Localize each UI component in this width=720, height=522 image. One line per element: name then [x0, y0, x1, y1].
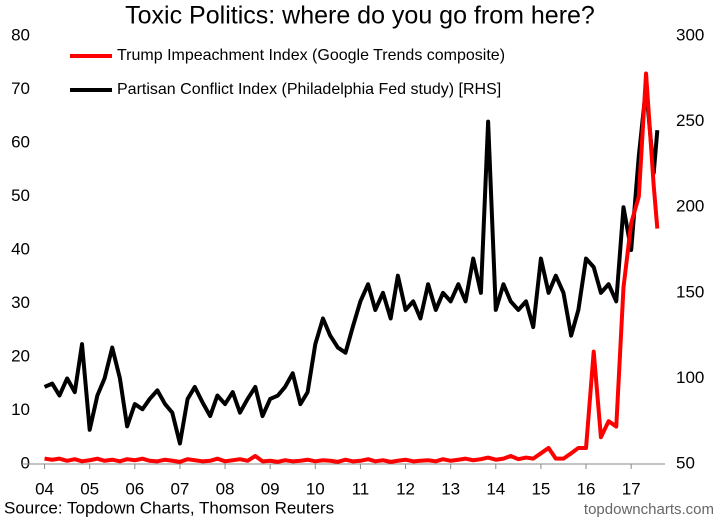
- y-tick-label: 80: [11, 25, 30, 44]
- x-tick-label: 07: [170, 479, 189, 498]
- x-tick-label: 06: [125, 479, 144, 498]
- source: Source: Topdown Charts, Thomson Reuters: [4, 498, 334, 517]
- y-tick-label: 70: [11, 79, 30, 98]
- watermark: topdowncharts.com: [584, 501, 714, 518]
- x-tick-label: 10: [306, 479, 325, 498]
- legend-label: Trump Impeachment Index (Google Trends c…: [117, 47, 505, 64]
- y-tick-label: 60: [11, 132, 30, 151]
- x-tick-label: 14: [486, 479, 505, 498]
- x-tick-label: 16: [577, 479, 596, 498]
- x-tick-label: 15: [531, 479, 550, 498]
- y2-tick-label: 250: [676, 111, 704, 130]
- y2-tick-label: 300: [676, 25, 704, 44]
- legend-label: Partisan Conflict Index (Philadelphia Fe…: [117, 81, 501, 98]
- series-line: [44, 71, 660, 464]
- y2-tick-label: 200: [676, 197, 704, 216]
- y-tick-label: 10: [11, 400, 30, 419]
- x-tick-label: 13: [441, 479, 460, 498]
- x-tick-label: 05: [80, 479, 99, 498]
- x-tick-label: 09: [261, 479, 280, 498]
- y2-tick-label: 100: [676, 368, 704, 387]
- x-tick-label: 17: [622, 479, 641, 498]
- series-line: [43, 85, 660, 446]
- y-tick-label: 30: [11, 293, 30, 312]
- y-tick-label: 20: [11, 346, 30, 365]
- x-tick-label: 11: [352, 479, 370, 498]
- chart-title: Toxic Politics: where do you go from her…: [125, 2, 595, 30]
- y-tick-label: 0: [21, 453, 30, 472]
- y2-tick-label: 50: [676, 453, 695, 472]
- x-tick-label: 08: [216, 479, 235, 498]
- y2-tick-label: 150: [676, 282, 704, 301]
- x-tick-label: 04: [35, 479, 54, 498]
- y-tick-label: 40: [11, 239, 30, 258]
- x-tick-label: 12: [396, 479, 415, 498]
- y-tick-label: 50: [11, 186, 30, 205]
